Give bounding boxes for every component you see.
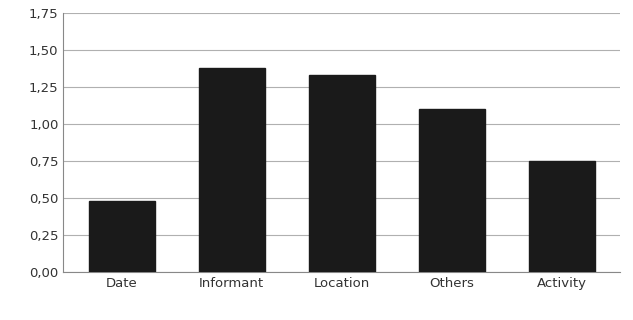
Bar — [199, 68, 265, 272]
Bar — [419, 109, 485, 272]
Bar — [309, 75, 375, 272]
Bar — [89, 201, 154, 272]
Bar — [529, 161, 595, 272]
